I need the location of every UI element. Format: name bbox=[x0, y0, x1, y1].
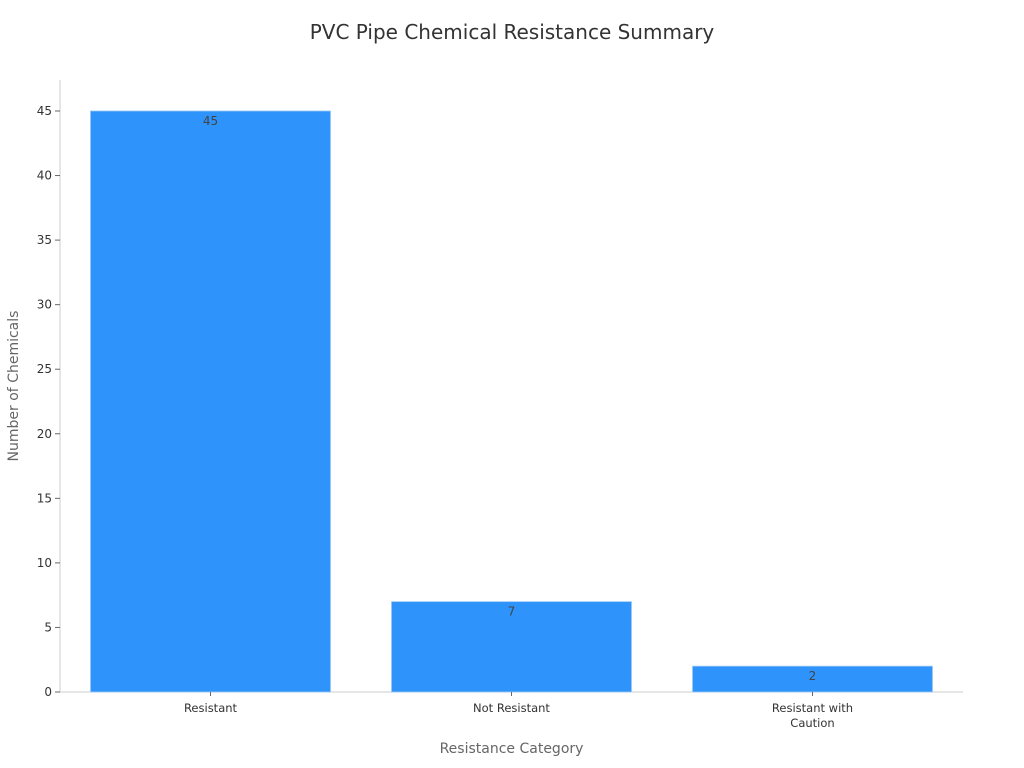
data-label: 7 bbox=[508, 605, 516, 619]
y-tick-label: 0 bbox=[44, 685, 52, 699]
y-tick-label: 15 bbox=[37, 491, 52, 505]
y-tick-label: 10 bbox=[37, 556, 52, 570]
bar-resistant bbox=[90, 110, 331, 693]
y-tick-label: 30 bbox=[37, 298, 52, 312]
y-tick-label: 25 bbox=[37, 362, 52, 376]
y-tick-label: 45 bbox=[37, 104, 52, 118]
y-tick-label: 35 bbox=[37, 233, 52, 247]
y-tick-label: 40 bbox=[37, 169, 52, 183]
chart-title: PVC Pipe Chemical Resistance Summary bbox=[309, 20, 715, 44]
x-tick-label: Resistant bbox=[184, 701, 238, 715]
x-tick-label: Caution bbox=[790, 716, 834, 730]
y-tick-label: 5 bbox=[44, 620, 52, 634]
x-tick-label: Not Resistant bbox=[473, 701, 550, 715]
x-axis-label: Resistance Category bbox=[439, 741, 584, 757]
data-label: 2 bbox=[809, 669, 817, 683]
bar-resistant-with-caution bbox=[692, 665, 933, 693]
x-tick-label: Resistant with bbox=[772, 701, 853, 715]
data-label: 45 bbox=[203, 114, 218, 128]
y-tick-label: 20 bbox=[37, 427, 52, 441]
